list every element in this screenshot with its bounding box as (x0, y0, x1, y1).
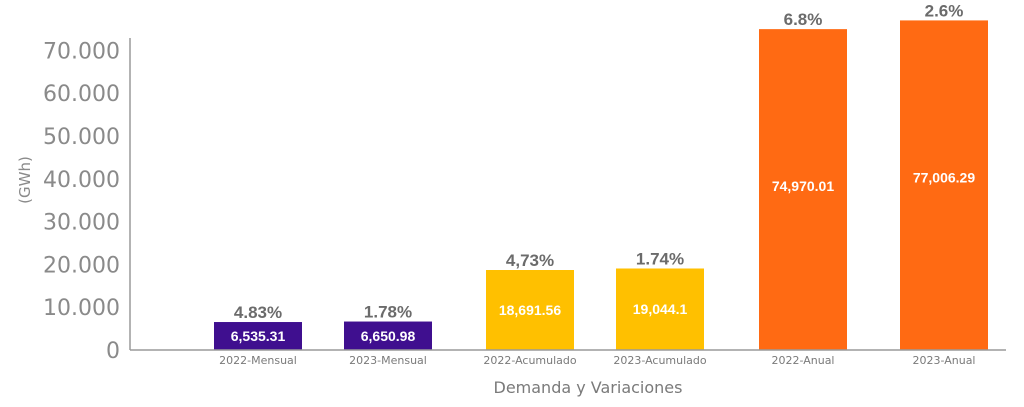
bar-2023-anual (900, 20, 988, 350)
y-axis-title: (GWh) (16, 156, 34, 204)
y-tick-label: 10.000 (43, 296, 120, 321)
y-tick-label: 40.000 (43, 168, 120, 193)
y-tick-label: 30.000 (43, 211, 120, 236)
variation-label: 1.74% (636, 249, 684, 268)
x-tick-label: 2023-Mensual (349, 354, 427, 367)
y-tick-label: 0 (106, 339, 120, 364)
y-tick-label: 20.000 (43, 253, 120, 278)
y-tick-label: 70.000 (43, 39, 120, 64)
y-tick-label: 60.000 (43, 82, 120, 107)
x-tick-label: 2022-Anual (772, 354, 835, 367)
bar-2022-acumulado (486, 270, 574, 350)
bar-2023-mensual (344, 321, 432, 350)
x-axis-title: Demanda y Variaciones (494, 378, 683, 397)
bar-value-label: 18,691.56 (499, 302, 561, 318)
x-tick-label: 2022-Mensual (219, 354, 297, 367)
x-tick-label: 2023-Acumulado (613, 354, 707, 367)
variation-label: 2.6% (925, 1, 964, 20)
bar-2022-mensual (214, 322, 302, 350)
variation-label: 1.78% (364, 303, 412, 322)
bar-value-label: 6,650.98 (361, 328, 416, 344)
variation-label: 4.83% (234, 303, 282, 322)
bar-2023-acumulado (616, 268, 704, 350)
bar-value-label: 6,535.31 (231, 328, 286, 344)
bar-2022-anual (759, 29, 847, 350)
variation-label: 6.8% (784, 10, 823, 29)
x-tick-label: 2023-Anual (913, 354, 976, 367)
y-tick-label: 50.000 (43, 125, 120, 150)
x-tick-label: 2022-Acumulado (483, 354, 577, 367)
bar-value-label: 74,970.01 (772, 178, 834, 194)
bar-value-label: 19,044.1 (633, 301, 688, 317)
variation-label: 4,73% (506, 251, 554, 270)
bar-value-label: 77,006.29 (913, 169, 975, 185)
